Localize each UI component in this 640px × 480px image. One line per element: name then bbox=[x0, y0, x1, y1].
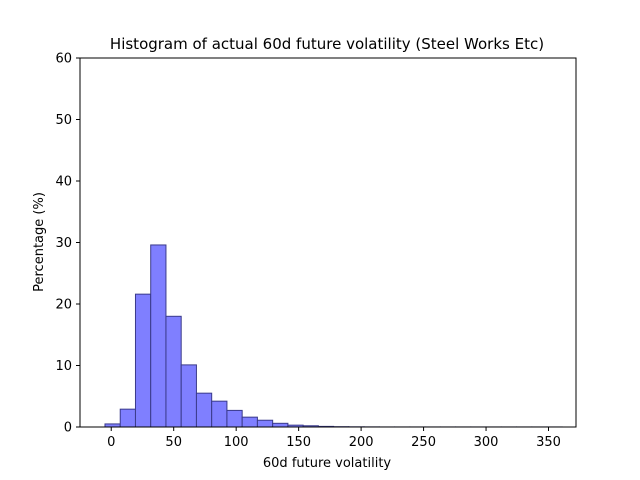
y-axis-label: Percentage (%) bbox=[32, 192, 47, 292]
y-tick-label: 30 bbox=[55, 236, 72, 251]
x-axis: 0 50 100 150 200 250 300 350 bbox=[107, 427, 561, 450]
x-tick-label: 0 bbox=[107, 435, 115, 450]
y-tick-label: 20 bbox=[55, 298, 72, 313]
histogram-bar bbox=[119, 408, 136, 428]
histogram-bar bbox=[272, 422, 289, 428]
y-tick-label: 60 bbox=[55, 52, 72, 67]
histogram-bar bbox=[150, 244, 167, 428]
histogram-bar bbox=[180, 364, 197, 428]
histogram-bar bbox=[226, 409, 243, 428]
x-tick-label: 350 bbox=[536, 435, 561, 450]
x-tick-label: 50 bbox=[165, 435, 182, 450]
x-tick-label: 100 bbox=[224, 435, 249, 450]
x-axis-label: 60d future volatility bbox=[263, 456, 392, 471]
chart-title: Histogram of actual 60d future volatilit… bbox=[110, 35, 544, 53]
histogram-bar bbox=[241, 416, 258, 428]
histogram-bar bbox=[256, 419, 274, 428]
y-tick-label: 50 bbox=[55, 113, 72, 128]
y-tick-label: 0 bbox=[64, 421, 72, 436]
histogram-bar bbox=[211, 400, 228, 428]
histogram-bar bbox=[134, 293, 152, 428]
x-tick-label: 300 bbox=[474, 435, 499, 450]
x-tick-label: 250 bbox=[411, 435, 436, 450]
y-tick-label: 40 bbox=[55, 175, 72, 190]
histogram-bar bbox=[195, 392, 213, 428]
x-tick-label: 200 bbox=[349, 435, 374, 450]
x-tick-label: 150 bbox=[286, 435, 311, 450]
bars-group bbox=[104, 244, 563, 428]
histogram-bar bbox=[165, 315, 182, 428]
y-axis: 0 10 20 30 40 50 60 bbox=[55, 52, 80, 436]
y-tick-label: 10 bbox=[55, 359, 72, 374]
